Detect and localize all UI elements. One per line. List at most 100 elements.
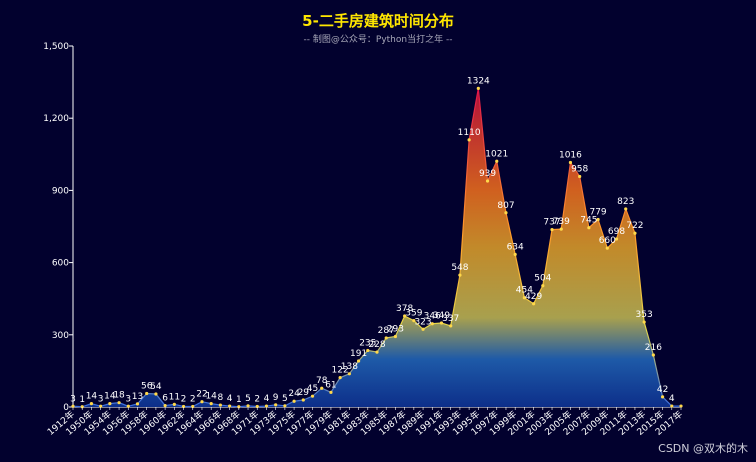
data-point[interactable]	[200, 400, 204, 404]
data-point[interactable]	[504, 211, 508, 215]
data-point[interactable]	[679, 404, 683, 408]
data-point[interactable]	[513, 252, 517, 257]
data-label: 235	[359, 338, 376, 348]
data-label: 287	[378, 326, 395, 336]
data-point[interactable]	[117, 401, 121, 405]
data-point[interactable]	[172, 402, 176, 406]
data-point[interactable]	[255, 404, 259, 409]
data-label: 823	[617, 197, 634, 207]
data-label: 22	[196, 390, 207, 400]
data-label: 504	[534, 274, 551, 284]
data-point[interactable]	[393, 334, 398, 339]
data-point[interactable]	[108, 402, 112, 406]
data-point[interactable]	[412, 319, 416, 323]
data-point[interactable]	[89, 402, 94, 406]
data-point[interactable]	[458, 273, 462, 277]
data-point[interactable]	[375, 350, 379, 354]
data-label: 722	[626, 221, 643, 231]
data-point[interactable]	[421, 327, 425, 331]
data-point[interactable]	[522, 296, 526, 300]
data-point[interactable]	[80, 405, 84, 409]
data-label: 337	[442, 314, 459, 324]
data-point[interactable]	[71, 404, 75, 408]
data-point[interactable]	[181, 404, 186, 409]
data-label: 346	[424, 312, 441, 322]
data-point[interactable]	[366, 348, 370, 353]
data-point[interactable]	[651, 353, 655, 357]
data-point[interactable]	[596, 217, 600, 222]
data-label: 4	[264, 394, 270, 404]
data-point[interactable]	[237, 405, 241, 409]
data-point[interactable]	[356, 359, 361, 363]
data-point[interactable]	[99, 404, 103, 408]
data-label: 745	[580, 216, 597, 226]
data-point[interactable]	[320, 386, 324, 390]
data-point[interactable]	[485, 179, 490, 183]
data-point[interactable]	[338, 376, 342, 380]
data-point[interactable]	[624, 207, 628, 211]
y-tick-label: 1,200	[43, 114, 69, 124]
data-label: 1	[79, 395, 85, 405]
data-point[interactable]	[218, 403, 222, 407]
data-point[interactable]	[614, 237, 619, 241]
data-point[interactable]	[550, 228, 554, 232]
data-point[interactable]	[532, 302, 536, 306]
data-point[interactable]	[439, 321, 444, 325]
data-point[interactable]	[283, 404, 287, 408]
data-label: 323	[414, 317, 431, 327]
data-point[interactable]	[135, 402, 140, 406]
data-point[interactable]	[495, 159, 499, 163]
data-point[interactable]	[449, 324, 453, 328]
data-point[interactable]	[605, 246, 609, 250]
data-point[interactable]	[301, 398, 305, 402]
data-point[interactable]	[430, 322, 434, 326]
data-label: 3	[98, 394, 104, 404]
data-point[interactable]	[467, 138, 471, 142]
data-point[interactable]	[670, 404, 674, 408]
data-point[interactable]	[329, 390, 333, 394]
data-point[interactable]	[541, 284, 545, 288]
data-label: 13	[132, 392, 143, 402]
data-label: 18	[113, 391, 125, 401]
data-label: 359	[405, 309, 422, 319]
data-label: 293	[387, 324, 404, 334]
data-label: 2	[190, 395, 196, 405]
data-point[interactable]	[587, 226, 591, 230]
data-point[interactable]	[660, 395, 665, 399]
data-point[interactable]	[246, 404, 250, 408]
data-label: 138	[341, 362, 358, 372]
data-point[interactable]	[403, 314, 407, 318]
data-point[interactable]	[310, 394, 315, 398]
data-point[interactable]	[384, 336, 388, 340]
data-label: 939	[479, 169, 496, 179]
chart-title: 5-二手房建筑时间分布	[302, 12, 454, 30]
data-point[interactable]	[568, 160, 573, 165]
data-point[interactable]	[126, 404, 130, 408]
data-point[interactable]	[191, 404, 195, 409]
data-point[interactable]	[264, 404, 269, 408]
data-point[interactable]	[347, 372, 351, 376]
data-point[interactable]	[292, 399, 296, 403]
data-point[interactable]	[145, 391, 149, 396]
data-label: 1016	[559, 150, 582, 160]
data-point[interactable]	[209, 402, 213, 406]
y-tick-label: 300	[52, 331, 69, 341]
data-point[interactable]	[578, 174, 582, 179]
data-label: 42	[657, 385, 668, 395]
y-tick-label: 900	[52, 186, 69, 196]
data-point[interactable]	[163, 403, 167, 408]
area-fill	[73, 88, 681, 408]
data-label: 2	[181, 395, 187, 405]
data-point[interactable]	[642, 320, 646, 324]
data-label: 378	[396, 304, 413, 314]
data-point[interactable]	[228, 404, 232, 408]
data-point[interactable]	[559, 227, 563, 231]
data-point[interactable]	[154, 392, 158, 396]
data-label: 24	[288, 389, 300, 399]
data-point[interactable]	[274, 403, 278, 407]
data-label: 454	[516, 286, 533, 296]
data-point[interactable]	[476, 86, 480, 90]
data-point[interactable]	[633, 231, 637, 235]
data-label: 5	[245, 394, 251, 404]
data-label: 4	[227, 394, 233, 404]
